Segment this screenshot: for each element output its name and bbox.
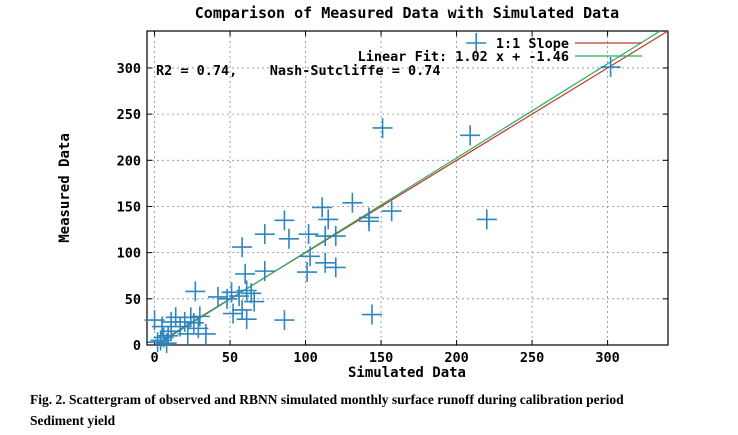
- y-tick-label: 0: [133, 338, 141, 354]
- data-point: [244, 291, 265, 312]
- data-point: [147, 332, 168, 353]
- x-tick-label: 150: [369, 350, 393, 366]
- x-tick-label: 300: [595, 350, 619, 366]
- data-point: [600, 57, 621, 78]
- data-point: [177, 323, 198, 344]
- data-point: [152, 316, 173, 337]
- y-tick-label: 100: [117, 246, 141, 262]
- data-point: [476, 209, 497, 230]
- data-point: [156, 333, 177, 354]
- caption-line-2: Sediment yield: [30, 413, 116, 428]
- legend: 1:1 Slope Linear Fit: 1.02 x + -1.46: [358, 36, 642, 65]
- data-point: [235, 263, 256, 284]
- x-tick-label: 200: [444, 350, 468, 366]
- data-point: [298, 224, 319, 245]
- legend-label-one-to-one: 1:1 Slope: [496, 36, 569, 52]
- data-point: [241, 283, 262, 304]
- data-point: [274, 210, 295, 231]
- data-point: [223, 303, 244, 324]
- data-point: [381, 201, 402, 222]
- data-point: [185, 281, 206, 302]
- data-point: [189, 306, 210, 327]
- data-point: [229, 286, 250, 307]
- data-point: [274, 310, 295, 331]
- data-point: [254, 224, 275, 245]
- x-tick-label: 0: [150, 350, 158, 366]
- data-point: [236, 280, 257, 301]
- tick-labels: 0 50 100 150 200 250 300 0 50 100 150 200 250 300: [117, 61, 620, 366]
- data-point: [161, 311, 182, 332]
- legend-label-fit: Linear Fit: 1.02 x + -1.46: [358, 49, 569, 65]
- caption-line-1: Fig. 2. Scattergram of observed and RBNN…: [30, 392, 624, 407]
- data-point: [300, 246, 321, 267]
- data-point: [342, 192, 363, 213]
- data-points: [144, 33, 621, 354]
- data-point: [466, 33, 487, 54]
- y-tick-label: 300: [117, 61, 141, 77]
- y-tick-label: 250: [117, 107, 141, 123]
- data-point: [207, 286, 228, 307]
- data-point: [195, 323, 216, 344]
- chart-title: Comparison of Measured Data with Simulat…: [195, 4, 619, 22]
- x-tick-label: 250: [520, 350, 544, 366]
- data-point: [254, 261, 275, 282]
- data-point: [232, 237, 253, 258]
- data-point: [312, 197, 333, 218]
- plot-frame: [146, 30, 669, 346]
- y-axis-label: Measured Data: [57, 133, 73, 243]
- data-point: [362, 304, 383, 325]
- data-point: [315, 226, 336, 247]
- figure-caption: Fig. 2. Scattergram of observed and RBNN…: [30, 389, 730, 431]
- data-point: [318, 209, 339, 230]
- data-point: [325, 257, 346, 278]
- x-tick-label: 50: [222, 350, 238, 366]
- data-point: [297, 262, 318, 283]
- data-point: [217, 288, 238, 309]
- data-point: [236, 309, 257, 330]
- stats-annotation: R2 = 0.74, Nash-Sutcliffe = 0.74: [156, 63, 440, 79]
- scatter-chart: Comparison of Measured Data with Simulat…: [57, 4, 669, 380]
- y-tick-label: 50: [125, 292, 141, 308]
- x-tick-label: 100: [293, 350, 317, 366]
- data-point: [232, 299, 253, 320]
- y-tick-label: 200: [117, 153, 141, 169]
- data-point: [358, 211, 379, 232]
- data-point: [372, 117, 393, 138]
- data-point: [460, 125, 481, 146]
- data-point: [188, 318, 209, 339]
- x-axis-label: Simulated Data: [348, 365, 466, 380]
- y-tick-label: 150: [117, 199, 141, 215]
- data-point: [315, 252, 336, 273]
- data-point: [278, 228, 299, 249]
- data-point: [165, 307, 186, 328]
